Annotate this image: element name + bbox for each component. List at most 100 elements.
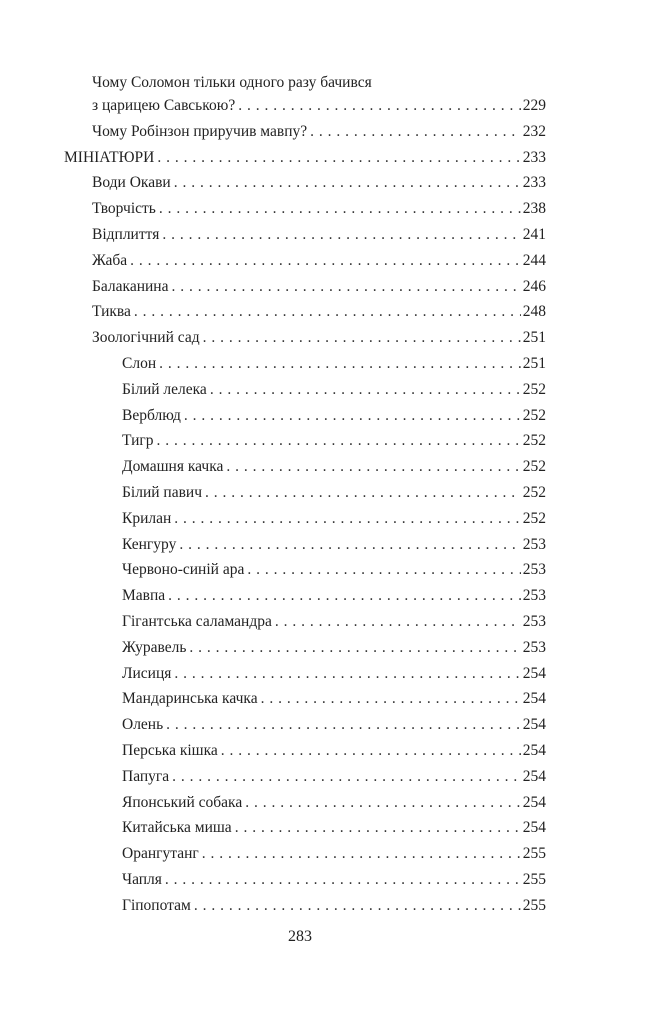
toc-entry-page: 251 — [522, 329, 546, 347]
toc-entry: Чапля 255 — [64, 867, 546, 893]
dot-leader — [210, 377, 521, 403]
toc-entry-title: Білий павич — [122, 483, 202, 501]
toc-entry: Жаба 244 — [64, 248, 546, 274]
toc-entry-title: Творчість — [92, 200, 156, 218]
toc-entry-page: 229 — [522, 97, 546, 114]
dot-leader — [205, 480, 521, 506]
dot-leader — [157, 145, 520, 171]
dot-leader — [194, 893, 521, 919]
toc-entry: Крилан 252 — [64, 506, 546, 532]
toc-entry-title: Чапля — [122, 870, 162, 888]
toc-entry-page: 254 — [522, 741, 546, 759]
toc-entry-page: 248 — [522, 303, 546, 321]
toc-entry: Балаканина 246 — [64, 274, 546, 300]
toc-entry: МІНІАТЮРИ 233 — [64, 145, 546, 171]
toc-entry-page: 252 — [522, 432, 546, 450]
toc-entry-page: 253 — [522, 535, 546, 553]
toc-entry: з царицею Савською? 229 — [64, 93, 546, 119]
toc-entry: Слон 251 — [64, 351, 546, 377]
dot-leader — [245, 790, 521, 816]
toc-entry-page: 253 — [522, 612, 546, 630]
toc-entry: Мандаринська качка 254 — [64, 686, 546, 712]
page-number: 283 — [288, 928, 312, 945]
toc-entry-page: 254 — [522, 690, 546, 708]
dot-leader — [172, 764, 521, 790]
dot-leader — [221, 738, 521, 764]
toc-entry: Води Окави 233 — [64, 170, 546, 196]
toc-entry: Верблюд 252 — [64, 403, 546, 429]
toc-entry-title: Води Окави — [92, 174, 171, 192]
table-of-contents: Чому Соломон тільки одного разу бачився з… — [64, 73, 546, 919]
dot-leader — [134, 299, 521, 325]
toc-entry-title: Слон — [122, 354, 157, 372]
toc-entry-title: Кенгуру — [122, 535, 177, 553]
toc-entry-title: Балаканина — [92, 277, 169, 295]
toc-entry-page: 238 — [522, 200, 546, 218]
toc-entry-page: 232 — [522, 122, 546, 140]
toc-entry: Лисиця 254 — [64, 661, 546, 687]
toc-entry-page: 252 — [522, 483, 546, 501]
toc-entry-title: Верблюд — [122, 406, 181, 424]
toc-entry: Перська кішка 254 — [64, 738, 546, 764]
toc-entry-title: Жаба — [92, 251, 128, 269]
dot-leader — [168, 583, 521, 609]
toc-entry-title: Гіпопотам — [122, 896, 191, 914]
toc-entry: Кенгуру 253 — [64, 532, 546, 558]
toc-entry-title: з царицею Савською? — [92, 97, 236, 114]
toc-entry-title: Папуга — [122, 767, 170, 785]
dot-leader — [203, 325, 521, 351]
toc-entry-page: 252 — [522, 458, 546, 476]
toc-entry-title: Журавель — [122, 638, 187, 656]
toc-entry: Тигр 252 — [64, 428, 546, 454]
dot-leader — [184, 403, 521, 429]
toc-entry: Японський собака 254 — [64, 790, 546, 816]
toc-entry: Червоно-синій ара 253 — [64, 557, 546, 583]
dot-leader — [165, 867, 521, 893]
toc-entry-title: Білий лелека — [122, 380, 207, 398]
dot-leader — [275, 609, 521, 635]
dot-leader — [162, 222, 520, 248]
toc-entry-page: 251 — [522, 354, 546, 372]
toc-entry: Журавель 253 — [64, 635, 546, 661]
toc-entry-title: МІНІАТЮРИ — [64, 148, 155, 166]
dot-leader — [235, 815, 521, 841]
toc-entry: Китайська миша 254 — [64, 815, 546, 841]
toc-entry: Гігантська саламандра 253 — [64, 609, 546, 635]
toc-entry-page: 254 — [522, 716, 546, 734]
toc-entry-page: 254 — [522, 793, 546, 811]
toc-entry-page: 255 — [522, 896, 546, 914]
toc-entry-title: Мавпа — [122, 587, 166, 605]
dot-leader — [159, 351, 521, 377]
toc-entry-page: 255 — [522, 870, 546, 888]
toc-entry: Папуга 254 — [64, 764, 546, 790]
toc-entry-page: 233 — [522, 174, 546, 192]
toc-entry: Тиква 248 — [64, 299, 546, 325]
dot-leader — [261, 686, 521, 712]
toc-entry: Зоологічний сад 251 — [64, 325, 546, 351]
dot-leader — [202, 841, 521, 867]
dot-leader — [174, 661, 520, 687]
toc-entry-page: 252 — [522, 509, 546, 527]
toc-entry: Орангутанг 255 — [64, 841, 546, 867]
toc-entry-title: Перська кішка — [122, 741, 218, 759]
toc-entry-title: Зоологічний сад — [92, 329, 200, 347]
dot-leader — [130, 248, 521, 274]
toc-entry-title: Відплиття — [92, 225, 160, 243]
toc-entry-title: Гігантська саламандра — [122, 612, 272, 630]
toc-entry-page: 233 — [522, 148, 546, 166]
toc-entry-page: 252 — [522, 406, 546, 424]
toc-entry-title: Тигр — [122, 432, 154, 450]
toc-entry-page: 253 — [522, 561, 546, 579]
toc-entry-page: 254 — [522, 767, 546, 785]
toc-entry-title: Червоно-синій ара — [122, 561, 245, 579]
toc-entry-title: Мандаринська качка — [122, 690, 258, 708]
toc-entry-page: 241 — [522, 225, 546, 243]
toc-entry-page: 254 — [522, 664, 546, 682]
toc-entry: Білий лелека 252 — [64, 377, 546, 403]
toc-entry: Білий павич 252 — [64, 480, 546, 506]
toc-entry: Олень 254 — [64, 712, 546, 738]
toc-entry: Гіпопотам 255 — [64, 893, 546, 919]
dot-leader — [174, 506, 520, 532]
toc-entry-page: 254 — [522, 819, 546, 837]
toc-entry-title: Олень — [122, 716, 164, 734]
